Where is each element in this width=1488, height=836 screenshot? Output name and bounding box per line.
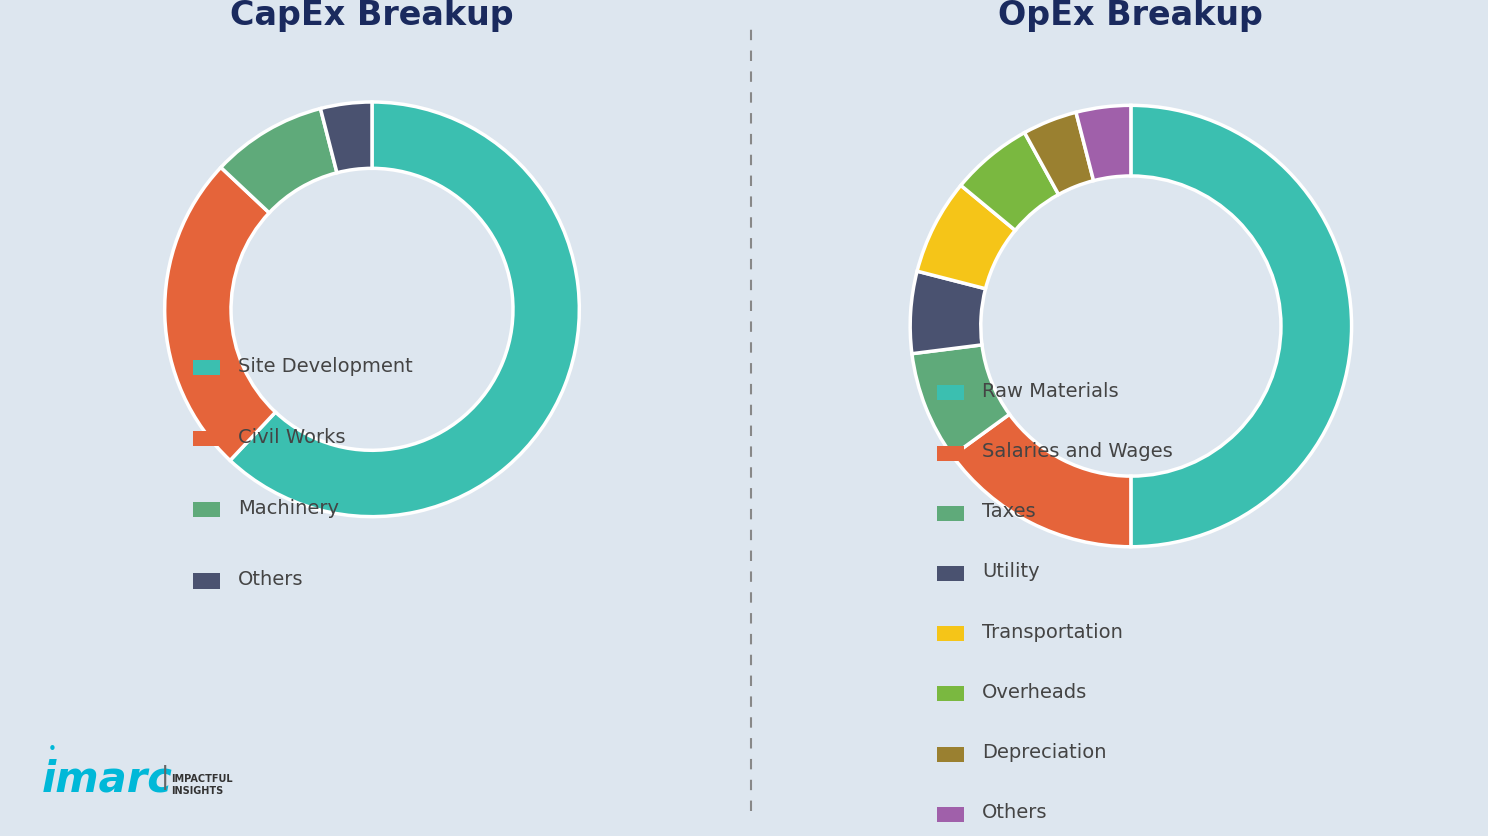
Wedge shape bbox=[320, 102, 372, 173]
Text: Raw Materials: Raw Materials bbox=[982, 382, 1119, 400]
Wedge shape bbox=[952, 415, 1131, 547]
Wedge shape bbox=[231, 102, 579, 517]
Wedge shape bbox=[1025, 112, 1094, 195]
Text: Civil Works: Civil Works bbox=[238, 428, 345, 446]
Text: Salaries and Wages: Salaries and Wages bbox=[982, 442, 1173, 461]
Text: Transportation: Transportation bbox=[982, 623, 1123, 641]
Text: •: • bbox=[48, 742, 57, 757]
Wedge shape bbox=[912, 344, 1009, 456]
Wedge shape bbox=[1131, 105, 1351, 547]
Text: Machinery: Machinery bbox=[238, 499, 339, 517]
Text: Utility: Utility bbox=[982, 563, 1040, 581]
Wedge shape bbox=[917, 186, 1015, 288]
Text: Site Development: Site Development bbox=[238, 357, 412, 375]
Text: |: | bbox=[161, 765, 170, 790]
Text: Others: Others bbox=[238, 570, 304, 589]
Text: imarc: imarc bbox=[42, 759, 173, 801]
Title: CapEx Breakup: CapEx Breakup bbox=[231, 0, 513, 32]
Text: IMPACTFUL: IMPACTFUL bbox=[171, 774, 232, 784]
Wedge shape bbox=[961, 133, 1058, 231]
Title: OpEx Breakup: OpEx Breakup bbox=[998, 0, 1263, 32]
Wedge shape bbox=[1076, 105, 1131, 181]
Wedge shape bbox=[911, 271, 985, 354]
Text: Taxes: Taxes bbox=[982, 502, 1036, 521]
Text: Overheads: Overheads bbox=[982, 683, 1088, 701]
Text: Depreciation: Depreciation bbox=[982, 743, 1107, 762]
Wedge shape bbox=[220, 109, 336, 213]
Wedge shape bbox=[165, 167, 275, 461]
Text: INSIGHTS: INSIGHTS bbox=[171, 786, 223, 796]
Text: Others: Others bbox=[982, 803, 1048, 822]
